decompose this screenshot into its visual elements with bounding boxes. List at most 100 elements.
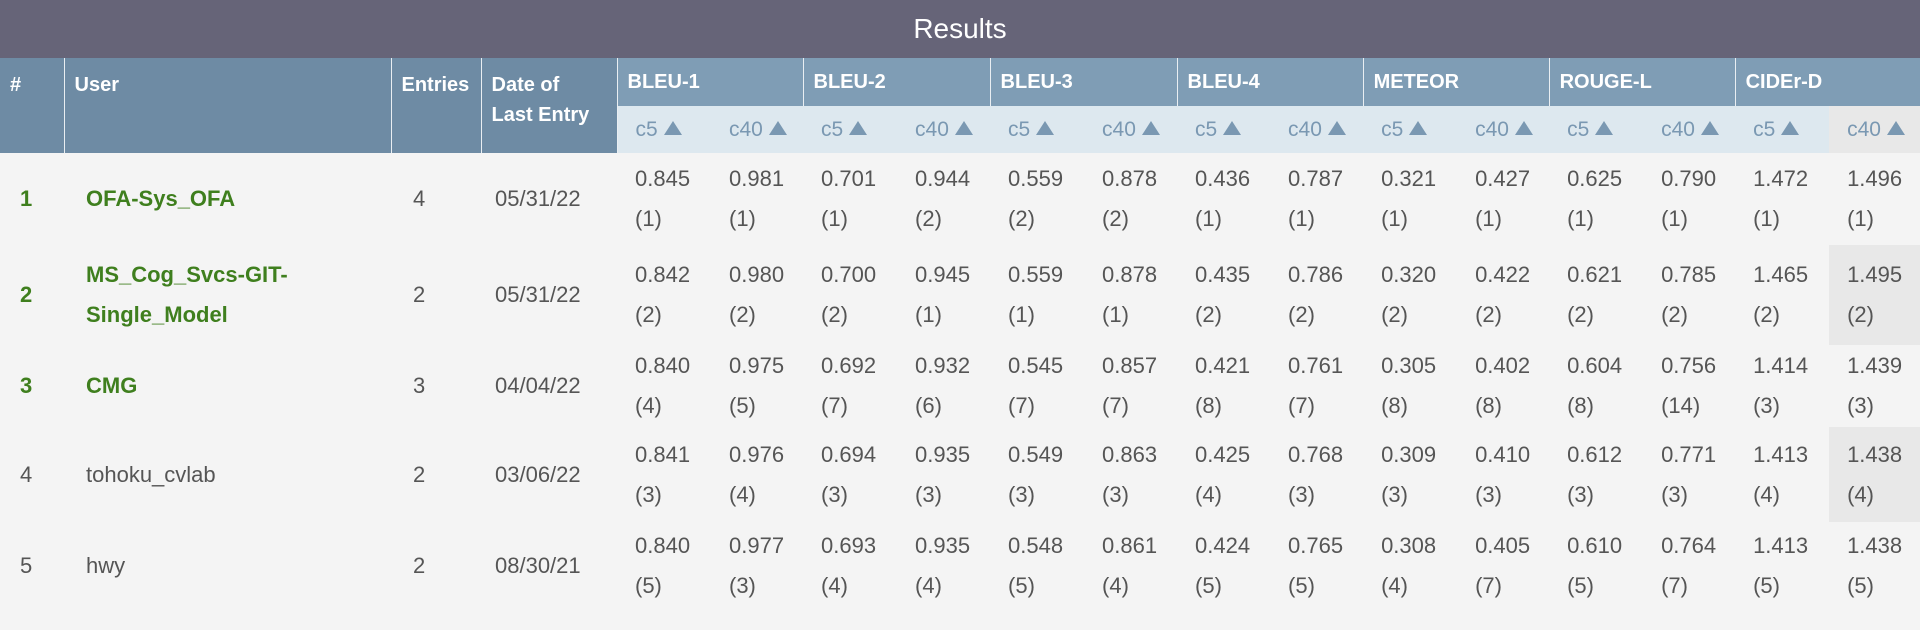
score-cell: 0.765 (5) bbox=[1288, 533, 1344, 598]
sort-up-icon bbox=[663, 120, 682, 135]
sort-cider-d-c40[interactable]: c40 bbox=[1829, 106, 1920, 153]
score-cell: 0.857 (7) bbox=[1102, 353, 1158, 418]
score-cell: 0.845 (1) bbox=[635, 166, 691, 231]
score-cell: 0.701 (1) bbox=[821, 166, 877, 231]
score-cell: 0.863 (3) bbox=[1102, 441, 1158, 507]
score-cell: 0.548 (5) bbox=[1008, 533, 1064, 598]
user-cell[interactable]: MS_Cog_Svcs-GIT- Single_Model bbox=[86, 262, 288, 327]
sort-bleu-3-c5[interactable]: c5 bbox=[990, 106, 1085, 153]
score-cell: 0.842 (2) bbox=[635, 262, 691, 327]
sort-rouge-l-c40[interactable]: c40 bbox=[1643, 106, 1736, 153]
sort-bleu-4-c5[interactable]: c5 bbox=[1177, 106, 1271, 153]
score-cell: 0.612 (3) bbox=[1567, 441, 1623, 507]
results-title-bar: Results bbox=[0, 0, 1920, 58]
score-cell: 0.841 (3) bbox=[635, 441, 691, 507]
score-cell: 0.768 (3) bbox=[1288, 441, 1344, 507]
score-cell: 0.545 (7) bbox=[1008, 353, 1064, 418]
header-rank[interactable]: # bbox=[0, 58, 65, 153]
table-row: 4 tohoku_cvlab 2 03/06/22 0.841 (3) 0.976 (4) 0.… bbox=[0, 427, 1920, 522]
score-cell: 0.756 (14) bbox=[1661, 353, 1717, 418]
score-cell: 0.436 (1) bbox=[1195, 166, 1251, 231]
table-row: 3 CMG 3 04/04/22 0.840 (4) 0.975 (5) 0.692 (7) 0.9… bbox=[0, 345, 1920, 427]
score-cell: 0.693 (4) bbox=[821, 533, 877, 598]
score-cell: 1.465 (2) bbox=[1753, 262, 1809, 327]
score-cell: 0.410 (3) bbox=[1475, 441, 1531, 507]
sort-bleu-4-c40[interactable]: c40 bbox=[1270, 106, 1364, 153]
header-user[interactable]: User bbox=[64, 58, 392, 153]
sort-rouge-l-c5[interactable]: c5 bbox=[1549, 106, 1644, 153]
sort-up-icon bbox=[1781, 120, 1800, 135]
score-cell: 1.472 (1) bbox=[1753, 166, 1809, 231]
score-cell: 0.976 (4) bbox=[729, 441, 785, 507]
score-cell: 1.439 (3) bbox=[1847, 353, 1903, 418]
score-cell: 0.692 (7) bbox=[821, 353, 877, 418]
score-cell: 0.621 (2) bbox=[1567, 262, 1623, 327]
score-cell: 0.878 (1) bbox=[1102, 262, 1158, 327]
score-cell: 0.435 (2) bbox=[1195, 262, 1251, 327]
results-table: # User Entries Date of Last Entry BLEU-1 … bbox=[0, 58, 1920, 610]
sort-up-icon bbox=[1409, 120, 1428, 135]
sort-meteor-c40[interactable]: c40 bbox=[1457, 106, 1550, 153]
table-row: 5 hwy 2 08/30/21 0.840 (5) 0.977 (3) 0.693 (4) 0.9… bbox=[0, 522, 1920, 610]
score-cell: 1.438 (5) bbox=[1847, 533, 1903, 598]
table-row: 1 OFA-Sys_OFA 4 05/31/22 0.845 (1) 0.981 (1) 0.7… bbox=[0, 153, 1920, 245]
score-cell: 0.321 (1) bbox=[1381, 166, 1437, 231]
sort-bleu-2-c5[interactable]: c5 bbox=[803, 106, 898, 153]
sort-up-icon bbox=[849, 120, 868, 135]
score-cell: 0.422 (2) bbox=[1475, 262, 1531, 327]
sort-bleu-2-c40[interactable]: c40 bbox=[897, 106, 991, 153]
score-cell: 0.761 (7) bbox=[1288, 353, 1344, 418]
score-cell: 0.694 (3) bbox=[821, 441, 877, 507]
score-cell: 0.840 (4) bbox=[635, 353, 691, 418]
score-cell: 1.496 (1) bbox=[1847, 166, 1903, 231]
sort-cider-d-c5[interactable]: c5 bbox=[1735, 106, 1830, 153]
entries-cell: 2 bbox=[413, 461, 426, 487]
score-cell: 0.944 (2) bbox=[915, 166, 971, 231]
score-cell: 1.414 (3) bbox=[1753, 353, 1809, 418]
sort-bleu-1-c40[interactable]: c40 bbox=[711, 106, 804, 153]
score-cell: 0.405 (7) bbox=[1475, 533, 1531, 598]
score-cell: 0.771 (3) bbox=[1661, 441, 1717, 507]
sort-up-icon bbox=[1595, 120, 1614, 135]
score-cell: 0.604 (8) bbox=[1567, 353, 1623, 418]
rank-cell: 4 bbox=[20, 461, 33, 487]
header-meteor: METEOR bbox=[1363, 58, 1550, 106]
entries-cell: 4 bbox=[413, 186, 426, 211]
sort-up-icon bbox=[1327, 120, 1346, 135]
rank-cell: 1 bbox=[20, 186, 33, 211]
score-cell: 0.700 (2) bbox=[821, 262, 877, 327]
rank-cell: 2 bbox=[20, 282, 33, 307]
score-cell: 1.495 (2) bbox=[1829, 245, 1920, 345]
rank-cell: 5 bbox=[20, 553, 33, 578]
sort-meteor-c5[interactable]: c5 bbox=[1363, 106, 1458, 153]
score-cell: 0.977 (3) bbox=[729, 533, 785, 598]
header-rouge-l: ROUGE-L bbox=[1549, 58, 1736, 106]
score-cell: 0.981 (1) bbox=[729, 166, 785, 231]
entries-cell: 3 bbox=[413, 373, 426, 398]
user-cell: tohoku_cvlab bbox=[86, 461, 216, 487]
sort-up-icon bbox=[1223, 120, 1242, 135]
sort-bleu-3-c40[interactable]: c40 bbox=[1084, 106, 1178, 153]
score-cell: 0.309 (3) bbox=[1381, 441, 1437, 507]
entries-cell: 2 bbox=[413, 553, 426, 578]
entries-cell: 2 bbox=[413, 282, 426, 307]
header-date[interactable]: Date of Last Entry bbox=[481, 58, 618, 153]
score-cell: 0.549 (3) bbox=[1008, 441, 1064, 507]
score-cell: 0.610 (5) bbox=[1567, 533, 1623, 598]
user-cell[interactable]: CMG bbox=[86, 373, 138, 398]
table-row: 2 MS_Cog_Svcs-GIT- Single_Model 2 05/31/22 0.… bbox=[0, 245, 1920, 345]
score-cell: 0.308 (4) bbox=[1381, 533, 1437, 598]
score-cell: 0.764 (7) bbox=[1661, 533, 1717, 598]
header-entries[interactable]: Entries bbox=[391, 58, 482, 153]
date-cell: 04/04/22 bbox=[495, 373, 581, 398]
user-cell[interactable]: OFA-Sys_OFA bbox=[86, 186, 236, 211]
score-cell: 0.790 (1) bbox=[1661, 166, 1717, 231]
sort-up-icon bbox=[954, 120, 973, 135]
score-cell: 0.980 (2) bbox=[729, 262, 785, 327]
sort-bleu-1-c5[interactable]: c5 bbox=[617, 106, 711, 153]
score-cell: 0.424 (5) bbox=[1195, 533, 1251, 598]
score-cell: 0.935 (4) bbox=[915, 533, 971, 598]
rank-cell: 3 bbox=[20, 373, 33, 398]
score-cell: 0.559 (2) bbox=[1008, 166, 1064, 231]
score-cell: 1.413 (4) bbox=[1753, 441, 1809, 507]
